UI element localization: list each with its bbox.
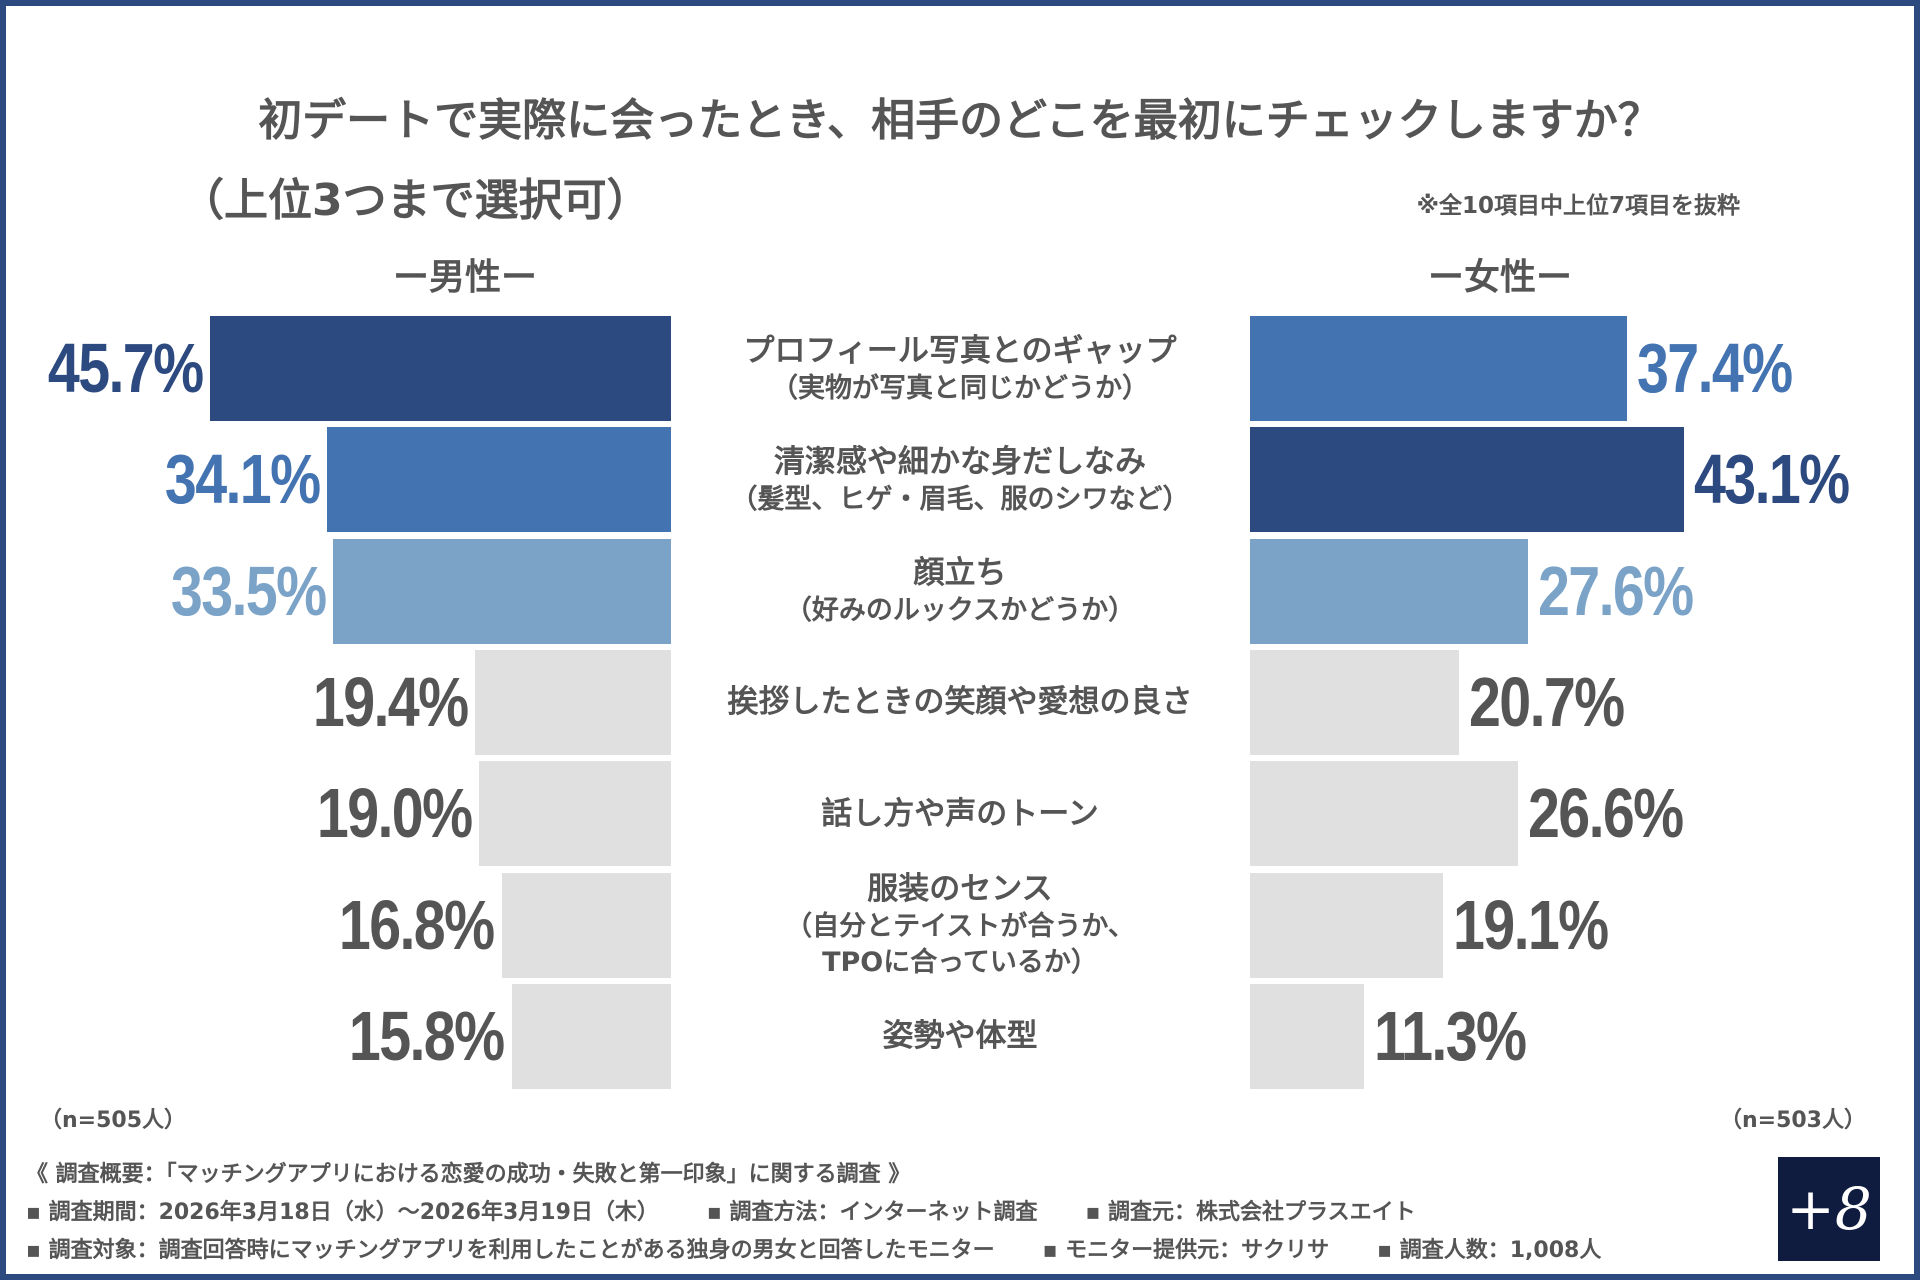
survey-overview: 《 調査概要：「マッチングアプリにおける恋愛の成功・失敗と第一印象」に関する調査… [26,1162,911,1187]
male-bar [511,983,671,1089]
category-label: 話し方や声のトーン [680,761,1240,866]
survey-method: ▪ 調査方法：インターネット調査 [706,1200,1038,1225]
category-detail: TPOに合っているか） [822,947,1098,978]
category-label: 挨拶したときの笑顔や愛想の良さ [680,650,1240,755]
category-label: 姿勢や体型 [680,984,1240,1089]
female-bar [1250,761,1519,867]
female-value-label: 20.7% [1468,662,1625,741]
survey-count: ▪ 調査人数：1,008人 [1377,1238,1602,1263]
category-name: 挨拶したときの笑顔や愛想の良さ [727,684,1193,721]
female-bar [1250,427,1685,533]
category-name: 清潔感や細かな身だしなみ [774,443,1146,480]
male-bar [479,761,671,867]
male-value-label: 45.7% [47,329,204,407]
male-value-label: 33.5% [170,551,327,630]
survey-target: ▪ 調査対象：調査回答時にマッチングアプリを利用したことがある独身の男女と回答し… [26,1238,995,1263]
male-value-label: 19.0% [316,774,473,853]
male-header: ー男性ー [392,257,538,298]
female-bar [1250,649,1459,755]
survey-period: ▪ 調査期間：2026年3月18日（水）～2026年3月19日（木） [26,1200,659,1225]
female-value-label: 27.6% [1538,551,1694,630]
male-bar [501,872,671,978]
male-bar [333,538,671,644]
female-header: ー女性ー [1427,257,1573,298]
category-name: 姿勢や体型 [882,1018,1038,1055]
female-bar [1250,538,1529,644]
male-value-label: 19.4% [312,662,469,741]
female-value-label: 43.1% [1694,440,1850,519]
male-value-label: 34.1% [164,440,321,519]
category-label: 顔立ち （好みのルックスかどうか） [680,539,1240,644]
male-bar [475,649,671,755]
female-value-label: 11.3% [1373,996,1527,1075]
chart-title: 初デートで実際に会ったとき、相手のどこを最初にチェックしますか？ [258,95,1662,146]
male-bar [327,427,671,533]
female-bar [1250,983,1364,1089]
category-label: 清潔感や細かな身だしなみ （髪型、ヒゲ・眉毛、服のシワなど） [680,427,1240,532]
survey-details-2: ▪ 調査対象：調査回答時にマッチングアプリを利用したことがある独身の男女と回答し… [26,1232,1649,1264]
female-sample-size: （n=503人） [1719,1108,1866,1133]
male-value-label: 16.8% [339,885,495,964]
male-bar [210,316,671,421]
female-value-label: 26.6% [1528,774,1684,853]
category-name: 話し方や声のトーン [821,795,1099,832]
male-value-label: 15.8% [349,996,505,1075]
category-detail: （好みのルックスかどうか） [784,595,1136,627]
chart-subtitle: （上位3つまで選択可） [180,175,651,226]
monitor-provider: ▪ モニター提供元：サクリサ [1042,1238,1330,1263]
category-name: プロフィール写真とのギャップ [743,332,1177,369]
female-bar [1250,316,1627,421]
category-label: 服装のセンス （自分とテイストが合うか、 TPOに合っているか） [680,871,1240,978]
category-detail: （髪型、ヒゲ・眉毛、服のシワなど） [730,483,1190,515]
chart-note: ※全10項目中上位7項目を抜粋 [1416,193,1740,219]
female-value-label: 37.4% [1636,329,1793,407]
plus8-logo: +8 [1778,1157,1880,1261]
survey-source: ▪ 調査元：株式会社プラスエイト [1085,1200,1416,1225]
category-detail: （自分とテイストが合うか、 [785,911,1135,942]
female-bar [1250,872,1443,978]
category-name: 服装のセンス [867,871,1053,907]
female-value-label: 19.1% [1452,885,1609,964]
category-name: 顔立ち [913,555,1007,592]
category-label: プロフィール写真とのギャップ （実物が写真と同じかどうか） [680,316,1240,421]
survey-details-1: ▪ 調査期間：2026年3月18日（水）～2026年3月19日（木） ▪ 調査方法… [26,1194,1464,1226]
category-detail: （実物が写真と同じかどうか） [771,372,1149,404]
male-sample-size: （n=505人） [40,1108,187,1133]
